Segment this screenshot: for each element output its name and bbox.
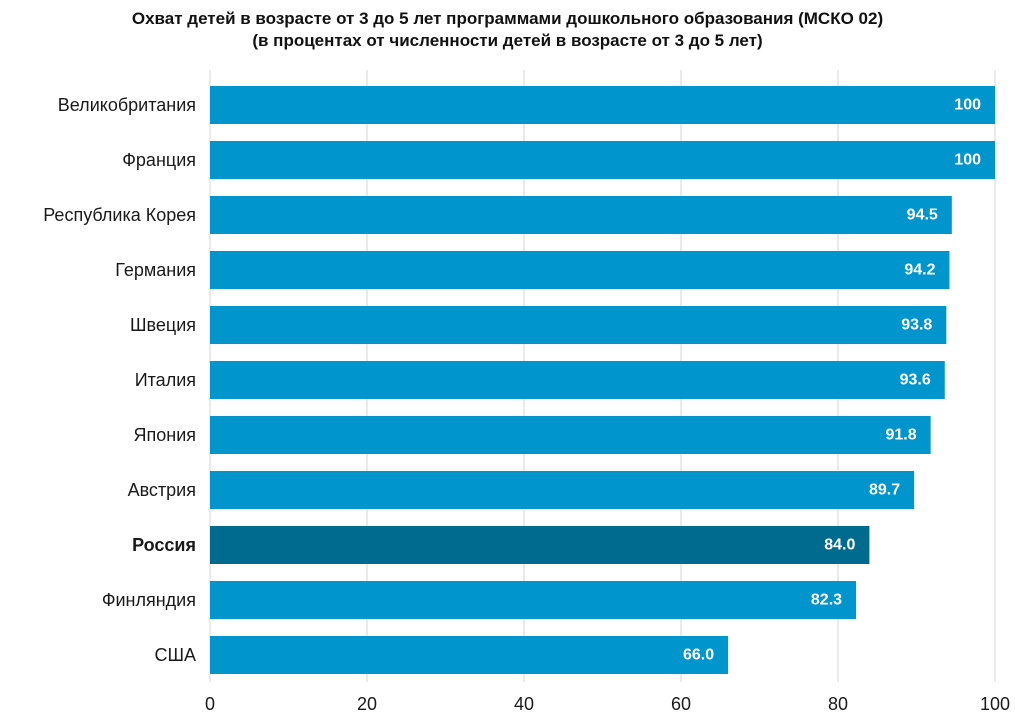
x-tick-label: 100 (980, 694, 1010, 714)
category-label: Великобритания (58, 95, 196, 115)
bar (210, 86, 995, 124)
bar (210, 471, 915, 509)
value-label: 93.8 (901, 317, 932, 334)
value-label: 100 (954, 152, 981, 169)
chart-subtitle-line: (в процентах от численности детей в возр… (252, 31, 763, 50)
category-label: Россия (132, 535, 196, 555)
category-label: США (154, 645, 196, 665)
bar (210, 196, 952, 234)
chart-title: Охват детей в возрасте от 3 до 5 лет про… (0, 8, 1015, 52)
category-label: Австрия (128, 480, 196, 500)
category-label: Франция (122, 150, 196, 170)
x-tick-label: 0 (205, 694, 215, 714)
value-label: 84.0 (824, 537, 855, 554)
bar (210, 251, 950, 289)
x-axis-ticks: 0 20 40 60 80 100 (205, 694, 1010, 714)
bar (210, 581, 857, 619)
category-label: Германия (115, 260, 196, 280)
category-labels: Великобритания Франция Республика Корея Гер… (43, 95, 196, 665)
category-label: Италия (135, 370, 196, 390)
category-label: Швеция (130, 315, 196, 335)
value-label: 66.0 (683, 647, 714, 664)
bar (210, 416, 931, 454)
bar (210, 636, 729, 674)
category-label: Япония (134, 425, 197, 445)
bar (210, 526, 870, 564)
value-label: 94.2 (904, 262, 935, 279)
bar (210, 141, 995, 179)
x-tick-label: 40 (514, 694, 534, 714)
bars (210, 86, 995, 674)
value-label: 91.8 (885, 427, 916, 444)
x-tick-label: 80 (828, 694, 848, 714)
value-label: 94.5 (907, 207, 938, 224)
x-tick-label: 20 (357, 694, 377, 714)
category-label: Финляндия (102, 590, 196, 610)
value-label: 89.7 (869, 482, 900, 499)
bar (210, 361, 945, 399)
category-label: Республика Корея (43, 205, 196, 225)
bar (210, 306, 947, 344)
chart-title-line: Охват детей в возрасте от 3 до 5 лет про… (131, 9, 884, 28)
value-label: 93.6 (900, 372, 931, 389)
value-label: 100 (954, 97, 981, 114)
value-label: 82.3 (811, 592, 842, 609)
x-tick-label: 60 (671, 694, 691, 714)
value-labels: 100 100 94.5 94.2 93.8 93.6 91.8 89.7 84.0 82.3 66… (683, 97, 981, 664)
